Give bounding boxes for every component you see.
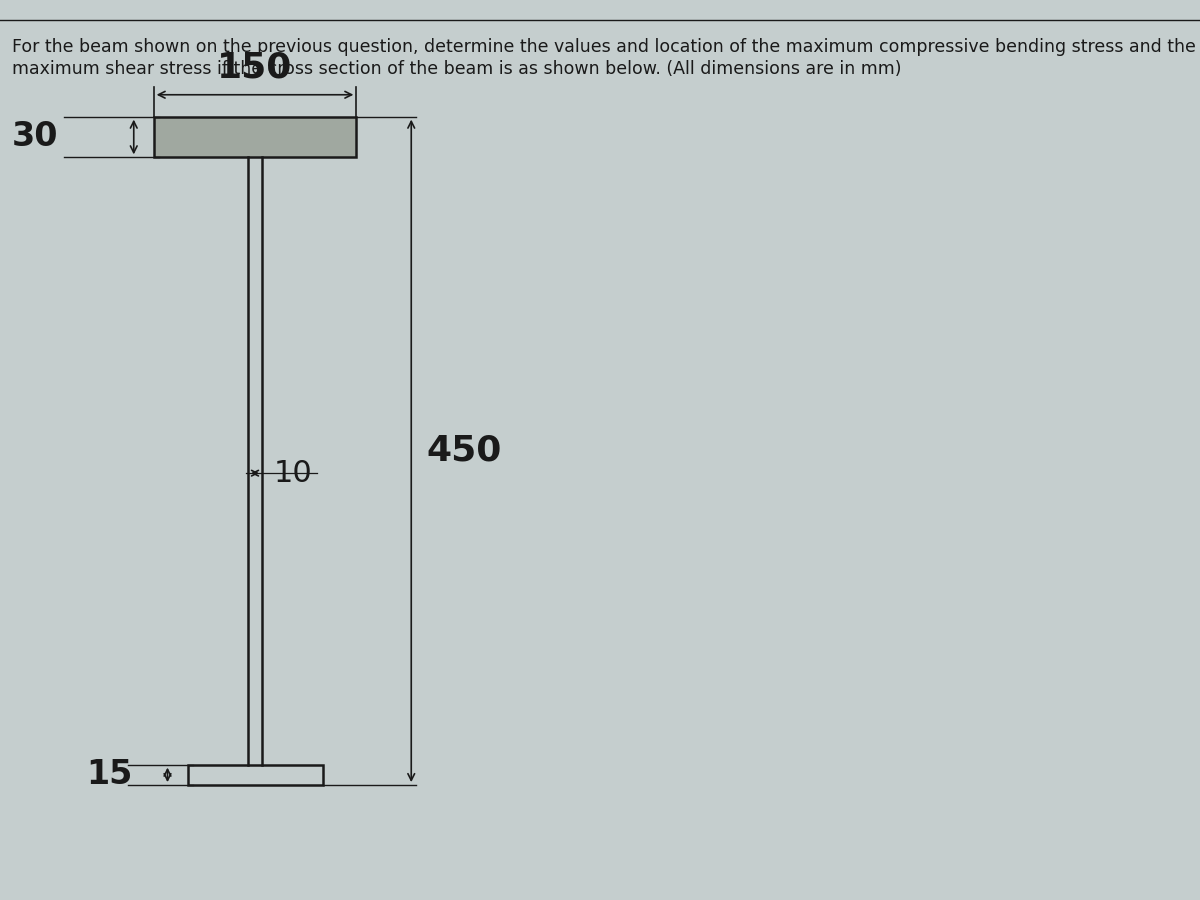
Text: 150: 150: [217, 50, 293, 85]
Text: maximum shear stress if the cross section of the beam is as shown below. (All di: maximum shear stress if the cross sectio…: [12, 60, 901, 78]
Bar: [154, 117, 356, 158]
Text: 10: 10: [274, 459, 312, 488]
Text: 450: 450: [426, 434, 502, 468]
Text: 15: 15: [86, 759, 132, 791]
Text: For the beam shown on the previous question, determine the values and location o: For the beam shown on the previous quest…: [12, 38, 1196, 56]
Text: 30: 30: [12, 121, 59, 154]
Bar: [187, 765, 323, 785]
